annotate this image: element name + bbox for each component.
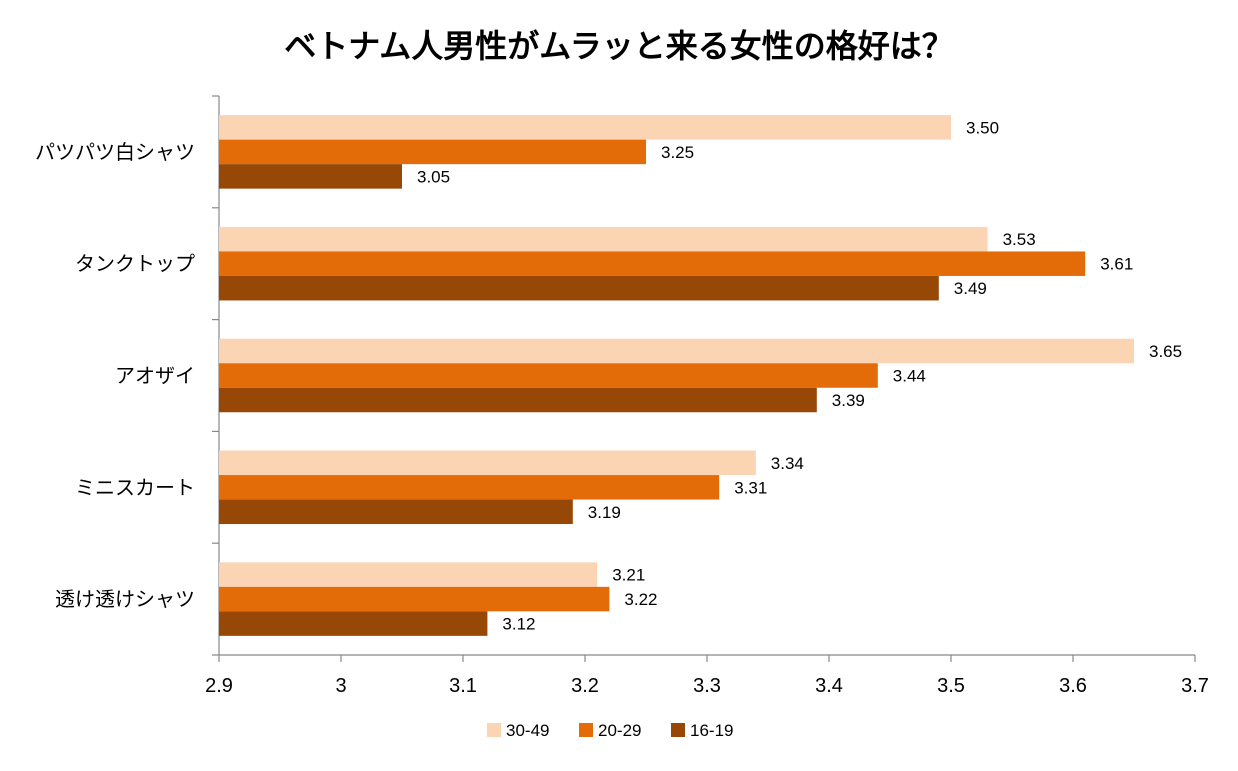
bar bbox=[219, 164, 402, 189]
legend-label: 30-49 bbox=[506, 721, 549, 740]
data-label: 3.61 bbox=[1100, 255, 1133, 274]
x-tick-label: 3 bbox=[335, 675, 346, 697]
data-label: 3.25 bbox=[661, 143, 694, 162]
bar bbox=[219, 338, 1134, 364]
legend-label: 20-29 bbox=[598, 721, 641, 740]
bar bbox=[219, 475, 720, 500]
legend-swatch bbox=[579, 723, 593, 737]
x-tick-label: 3.1 bbox=[449, 675, 477, 697]
category-label: ミニスカート bbox=[75, 475, 195, 499]
bar bbox=[219, 363, 878, 388]
bar bbox=[219, 499, 573, 525]
data-label: 3.44 bbox=[893, 367, 926, 386]
data-label: 3.50 bbox=[966, 118, 999, 137]
data-label: 3.21 bbox=[612, 566, 645, 585]
x-tick-label: 3.4 bbox=[815, 675, 843, 697]
data-label: 3.53 bbox=[1003, 230, 1036, 249]
legend-label: 16-19 bbox=[690, 721, 733, 740]
x-tick-label: 3.3 bbox=[693, 675, 721, 697]
category-label: 透け透けシャツ bbox=[55, 587, 195, 611]
data-label: 3.19 bbox=[588, 503, 621, 522]
bar bbox=[219, 586, 610, 612]
bar bbox=[219, 115, 951, 140]
bar bbox=[219, 251, 1086, 276]
data-label: 3.31 bbox=[734, 478, 767, 497]
legend: 30-49 20-29 16-19 bbox=[487, 721, 733, 740]
bar bbox=[219, 611, 488, 636]
bar bbox=[219, 450, 756, 476]
category-label: アオザイ bbox=[115, 364, 195, 388]
data-label: 3.34 bbox=[771, 454, 804, 473]
data-label: 3.39 bbox=[832, 391, 865, 410]
x-tick-label: 3.5 bbox=[937, 675, 965, 697]
bar bbox=[219, 562, 598, 587]
chart-title: ベトナム人男性がムラッと来る女性の格好は？ bbox=[284, 27, 953, 65]
data-label: 3.49 bbox=[954, 279, 987, 298]
x-tick-label: 3.6 bbox=[1059, 675, 1087, 697]
category-label: タンクトップ bbox=[75, 252, 195, 276]
legend-swatch bbox=[487, 723, 501, 737]
x-tick-label: 3.2 bbox=[571, 675, 599, 697]
plot-area: 2.9 3 3.1 3.2 3.3 3.4 3.5 3.6 3.7 パツパツ白シャツ 3.50 3.2… bbox=[35, 95, 1209, 697]
legend-swatch bbox=[671, 723, 685, 737]
bar bbox=[219, 275, 939, 301]
data-label: 3.05 bbox=[417, 167, 450, 186]
data-label: 3.22 bbox=[624, 590, 657, 609]
category-label: パツパツ白シャツ bbox=[35, 140, 195, 164]
bar bbox=[219, 387, 817, 413]
data-label: 3.12 bbox=[502, 615, 535, 634]
bar bbox=[219, 139, 646, 165]
data-label: 3.65 bbox=[1149, 342, 1182, 361]
bar bbox=[219, 226, 988, 252]
x-tick-label: 2.9 bbox=[205, 675, 233, 697]
x-tick-label: 3.7 bbox=[1181, 675, 1209, 697]
